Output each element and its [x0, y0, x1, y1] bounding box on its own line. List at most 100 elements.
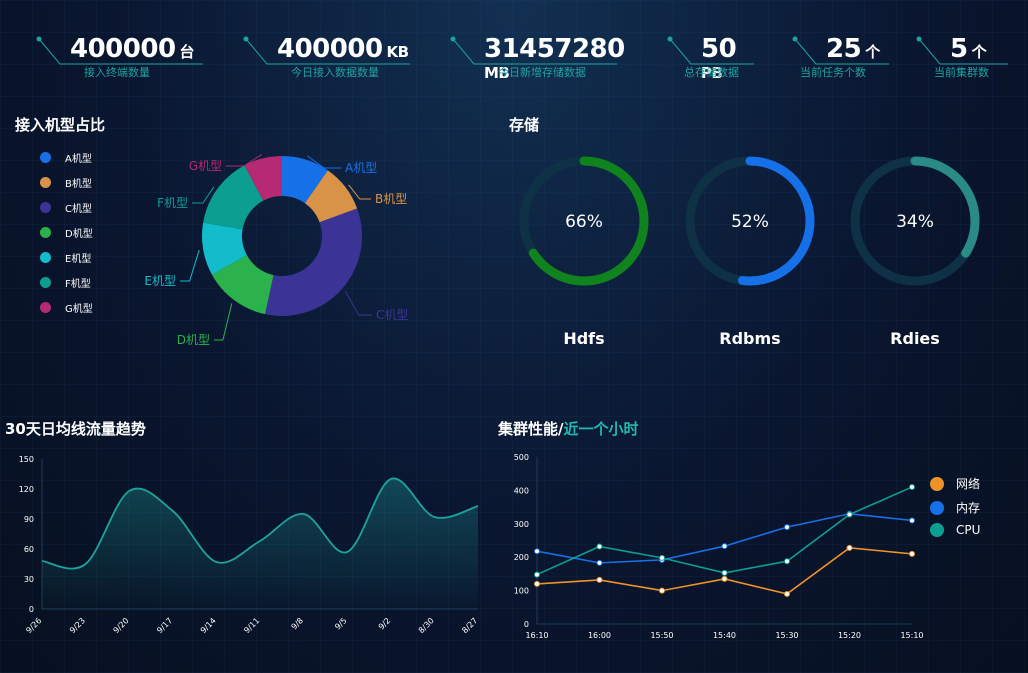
perf-point[interactable] [596, 559, 603, 566]
perf-point[interactable] [659, 587, 665, 594]
trend-x-tick: 8/27 [460, 616, 479, 635]
stat-unit: 个 [865, 43, 880, 61]
trend-chart: 0 30 60 90 120 150 9/26 9/23 9/20 9/17 9/14 9/11 9/8… [19, 455, 480, 635]
donut-slice[interactable] [244, 156, 282, 201]
stat-card: 31457280 MB 今日新增存储数据 [450, 30, 625, 82]
stat-card: 400000 KB 今日接入数据数量 [243, 30, 413, 80]
perf-section-title: 集群性能/近一个小时 [498, 418, 639, 439]
trend-y-tick: 0 [29, 605, 34, 614]
donut-label-line [348, 184, 371, 200]
perf-series-line [536, 512, 913, 564]
trend-x-tick: 9/8 [290, 616, 305, 631]
perf-point[interactable] [596, 543, 603, 550]
perf-point[interactable] [659, 554, 665, 561]
perf-legend-item[interactable]: CPU [930, 523, 980, 537]
trend-x-tick: 9/23 [68, 616, 87, 635]
donut-slice-label: B机型 [375, 192, 407, 206]
ring-progress [910, 156, 980, 258]
donut-slice[interactable] [211, 255, 274, 315]
stat-number: 400000 [70, 34, 176, 64]
pie-legend-label: B机型 [65, 179, 92, 190]
pie-legend-item[interactable]: E机型 [40, 250, 91, 265]
donut-slice[interactable] [203, 165, 264, 230]
pie-section-title: 接入机型占比 [15, 116, 106, 134]
perf-point[interactable] [909, 550, 915, 557]
trend-x-tick: 9/11 [242, 616, 261, 635]
pie-legend-label: E机型 [65, 254, 92, 265]
perf-y-tick: 400 [514, 486, 529, 495]
perf-point[interactable] [909, 517, 915, 524]
stat-label: 今日接入数据数量 [291, 66, 379, 79]
donut-slice-label: G机型 [189, 159, 222, 173]
donut-slice-label: F机型 [157, 196, 188, 210]
stat-unit: 台 [179, 43, 195, 61]
perf-point[interactable] [846, 511, 853, 518]
perf-point[interactable] [721, 569, 728, 576]
donut-slice-label: E机型 [144, 274, 176, 288]
legend-dot-icon [40, 202, 51, 213]
stat-value: 400000 KB [277, 34, 409, 64]
stat-number: 25 [826, 34, 862, 64]
perf-point[interactable] [721, 575, 728, 582]
stat-label: 总存储数据 [684, 66, 739, 79]
stat-value: 25 个 [826, 34, 880, 64]
pie-legend-item[interactable]: F机型 [40, 275, 91, 290]
perf-point[interactable] [721, 543, 728, 550]
perf-y-tick: 100 [514, 587, 529, 596]
donut-slice[interactable] [282, 156, 328, 204]
perf-point[interactable] [784, 590, 790, 597]
perf-legend-item[interactable]: 网络 [930, 475, 980, 492]
perf-legend-label: CPU [956, 523, 981, 537]
perf-legend-item[interactable]: 内存 [930, 499, 980, 516]
donut-slice[interactable] [265, 208, 362, 316]
stat-value: 31457280 MB [484, 34, 625, 82]
donut-label-line [306, 155, 341, 169]
pie-legend-item[interactable]: B机型 [40, 175, 92, 190]
perf-point[interactable] [784, 524, 790, 531]
trend-y-tick: 120 [19, 485, 34, 494]
stat-label: 当前任务个数 [800, 66, 866, 79]
stat-unit: MB [484, 64, 510, 82]
pie-legend-item[interactable]: D机型 [40, 225, 93, 240]
perf-point[interactable] [534, 580, 540, 587]
pie-legend-label: G机型 [65, 304, 93, 315]
ring-progress [528, 156, 649, 286]
stat-connector-line [916, 36, 1008, 65]
donut-label-line [214, 303, 233, 341]
pie-legend-item[interactable]: A机型 [40, 150, 92, 165]
legend-dot-icon [40, 227, 51, 238]
donut-label-line [192, 186, 215, 204]
stat-card: 50 PB 总存储数据 [667, 30, 757, 82]
perf-point[interactable] [534, 571, 540, 578]
pie-legend-item[interactable]: G机型 [40, 300, 93, 315]
trend-y-tick: 60 [24, 545, 34, 554]
donut-chart: A机型 B机型 C机型 D机型 E机型 F机型 G机型 [144, 154, 408, 347]
stat-unit: KB [386, 43, 410, 61]
stat-number: 50 [701, 34, 737, 64]
donut-slice[interactable] [304, 170, 358, 223]
pie-legend-item[interactable]: C机型 [40, 200, 92, 215]
donut-label-line [344, 290, 372, 316]
pie-legend-label: D机型 [65, 229, 93, 240]
stat-connector-line [792, 36, 889, 65]
stat-label: 当前集群数 [934, 66, 989, 79]
legend-dot-icon [40, 252, 51, 263]
donut-slice[interactable] [202, 222, 247, 275]
ring-name: Hdfs [563, 329, 605, 348]
perf-x-tick: 16:10 [525, 631, 548, 640]
perf-x-tick: 15:20 [838, 631, 861, 640]
trend-y-tick: 30 [24, 575, 34, 584]
perf-x-tick: 16:00 [588, 631, 611, 640]
stat-label: 今日新增存储数据 [498, 66, 586, 79]
donut-label-line [226, 154, 262, 167]
perf-point[interactable] [534, 548, 540, 555]
perf-point[interactable] [596, 576, 603, 583]
stat-label: 接入终端数量 [84, 66, 150, 79]
stat-value: 400000 台 [70, 34, 195, 64]
stat-connector-line [36, 36, 203, 65]
perf-point[interactable] [909, 484, 915, 491]
perf-point[interactable] [784, 558, 790, 565]
stat-number: 31457280 [484, 34, 625, 64]
trend-x-tick: 9/2 [377, 616, 392, 631]
perf-point[interactable] [846, 544, 853, 551]
